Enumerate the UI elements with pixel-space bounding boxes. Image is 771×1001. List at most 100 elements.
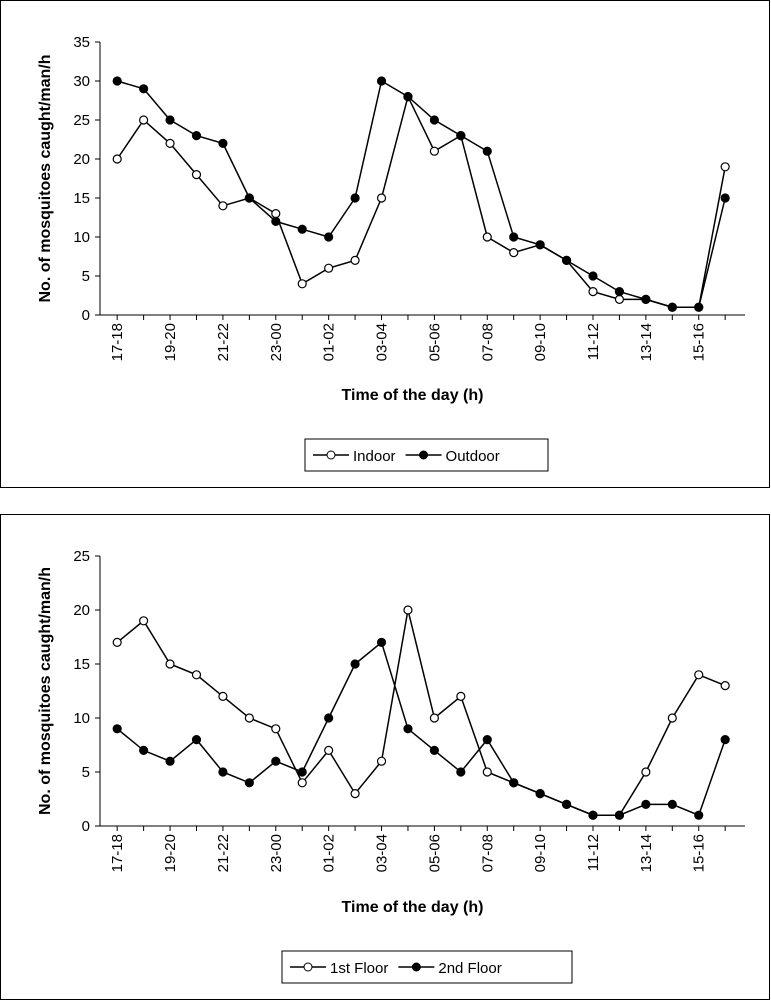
- data-point: [535, 240, 545, 250]
- data-point: [614, 810, 625, 820]
- x-tick-label: 03-04: [374, 323, 391, 361]
- data-point: [720, 734, 730, 745]
- data-point: [482, 232, 492, 242]
- legend-marker: [411, 962, 421, 972]
- data-point: [509, 248, 519, 258]
- data-point: [165, 115, 175, 125]
- y-tick-label: 15: [73, 190, 90, 207]
- data-point: [720, 680, 730, 691]
- chart: 0 5 10 15 20 25 30 35 17-18 19-20 21-22 23-00 01-02 0…: [0, 0, 770, 488]
- data-point: [429, 713, 439, 723]
- x-tick-label: 05-06: [426, 834, 443, 872]
- y-axis-title: No. of mosquitoes caught/man/h: [37, 567, 54, 815]
- data-point: [271, 724, 281, 734]
- data-point: [112, 154, 122, 164]
- x-axis-title: Time of the day (h): [342, 387, 484, 404]
- series-line: [116, 641, 726, 817]
- x-tick-label: 13-14: [638, 323, 655, 361]
- data-point: [165, 659, 175, 669]
- data-point: [509, 232, 519, 242]
- data-point: [588, 287, 598, 297]
- y-tick-label: 10: [73, 710, 90, 727]
- data-point: [509, 778, 519, 788]
- x-tick-label: 15-16: [691, 323, 708, 361]
- x-tick-label: 21-22: [215, 834, 232, 872]
- y-tick-label: 35: [73, 34, 90, 51]
- x-tick-label: 17-18: [109, 323, 126, 361]
- data-point: [456, 131, 466, 141]
- data-point: [561, 799, 572, 810]
- data-point: [403, 605, 413, 615]
- x-tick-label: 23-00: [268, 834, 285, 872]
- data-point: [588, 810, 598, 820]
- data-point: [403, 91, 413, 102]
- legend-label: 2nd Floor: [438, 960, 501, 977]
- legend-marker: [419, 450, 429, 460]
- data-point: [456, 691, 466, 702]
- chart: 0 5 10 15 20 25 17-18 19-20 21-22 23-00 01-02 03-04…: [0, 514, 770, 1000]
- x-tick-label: 01-02: [321, 323, 338, 361]
- y-tick-label: 15: [73, 656, 90, 673]
- data-point: [614, 287, 625, 297]
- data-point: [720, 162, 730, 172]
- chart-frame: [0, 514, 770, 1000]
- data-point: [614, 294, 625, 304]
- x-tick-label: 07-08: [479, 323, 496, 361]
- data-point: [429, 146, 439, 156]
- chart-frame: [0, 0, 770, 488]
- data-point: [112, 76, 122, 86]
- data-point: [694, 810, 704, 820]
- x-tick-label: 11-12: [585, 834, 602, 871]
- x-tick-label: 23-00: [268, 323, 285, 361]
- y-tick-label: 20: [73, 151, 90, 168]
- data-point: [667, 799, 677, 810]
- data-point: [667, 713, 677, 723]
- data-point: [165, 756, 175, 766]
- data-point: [667, 302, 677, 312]
- y-tick-label: 10: [73, 229, 90, 246]
- data-point: [218, 691, 228, 702]
- data-point: [376, 76, 387, 86]
- data-point: [403, 724, 413, 734]
- data-point: [376, 637, 387, 648]
- data-point: [191, 670, 202, 680]
- data-point: [297, 778, 307, 788]
- series-line: [116, 609, 726, 816]
- data-point: [535, 788, 545, 799]
- data-point: [324, 232, 334, 242]
- data-point: [350, 788, 360, 799]
- x-tick-label: 17-18: [109, 834, 126, 872]
- data-point: [641, 799, 651, 810]
- data-point: [191, 131, 202, 141]
- data-point: [350, 659, 360, 669]
- data-point: [641, 294, 651, 304]
- x-tick-label: 19-20: [162, 323, 179, 361]
- data-point: [297, 224, 307, 234]
- y-tick-label: 5: [82, 268, 90, 285]
- legend-label: 1st Floor: [330, 960, 388, 977]
- data-point: [139, 745, 149, 756]
- y-tick-label: 25: [73, 112, 90, 129]
- x-tick-label: 19-20: [162, 834, 179, 872]
- data-point: [588, 271, 598, 281]
- data-point: [324, 745, 334, 756]
- data-point: [139, 84, 149, 94]
- data-point: [429, 745, 439, 756]
- legend-marker: [303, 962, 313, 972]
- data-point: [350, 193, 360, 203]
- x-tick-label: 05-06: [426, 323, 443, 361]
- x-tick-label: 11-12: [585, 323, 602, 360]
- data-point: [244, 778, 254, 788]
- data-point: [720, 193, 730, 203]
- y-tick-label: 0: [82, 818, 90, 835]
- data-point: [324, 263, 334, 273]
- y-axis-title: No. of mosquitoes caught/man/h: [37, 54, 54, 302]
- y-tick-label: 0: [82, 307, 90, 324]
- data-point: [165, 138, 175, 148]
- x-tick-label: 09-10: [532, 323, 549, 361]
- data-point: [271, 756, 281, 766]
- data-point: [271, 209, 281, 219]
- y-tick-label: 25: [73, 548, 90, 565]
- data-point: [244, 193, 254, 203]
